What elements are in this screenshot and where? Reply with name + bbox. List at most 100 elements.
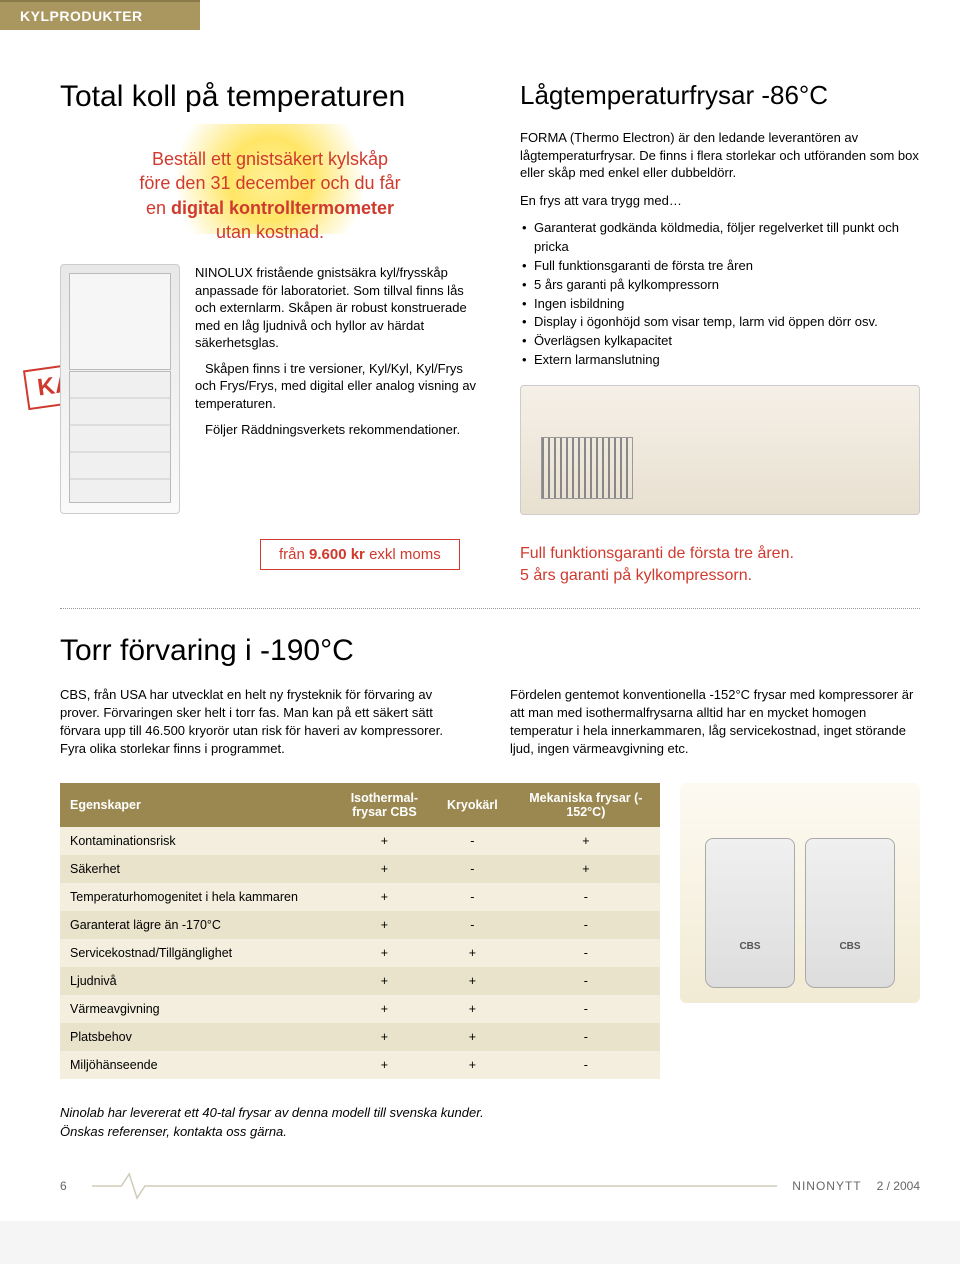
table-cell: + [433, 995, 512, 1023]
table-row: Miljöhänseende++- [60, 1051, 660, 1079]
table-cell: Värmeavgivning [60, 995, 336, 1023]
table-cell: - [512, 911, 660, 939]
table-cell: + [433, 939, 512, 967]
tanks-image [680, 783, 920, 1003]
table-header: Egenskaper [60, 783, 336, 827]
divider [60, 608, 920, 609]
price-box: från 9.600 kr exkl moms [260, 539, 460, 570]
table-cell: - [433, 883, 512, 911]
table-cell: - [512, 1023, 660, 1051]
section2-col-left: CBS, från USA har utvecklat en helt ny f… [60, 686, 470, 759]
right-lead: En frys att vara trygg med… [520, 192, 920, 210]
promo-text: Beställ ett gnistsäkert kylskåp före den… [60, 147, 480, 244]
table-row: Kontaminationsrisk+-+ [60, 827, 660, 855]
product-description: NINOLUX fristående gnistsäkra kyl/fryssk… [195, 264, 480, 514]
promo-line: före den 31 december och du får [60, 171, 480, 195]
guarantee-line: 5 års garanti på kylkompressorn. [520, 565, 920, 587]
table-cell: + [433, 1051, 512, 1079]
price-prefix: från [279, 546, 309, 563]
table-cell: Miljöhänseende [60, 1051, 336, 1079]
section2-columns: CBS, från USA har utvecklat en helt ny f… [60, 686, 920, 759]
table-cell: + [336, 1023, 433, 1051]
feature-bullets: Garanterat godkända köldmedia, följer re… [520, 219, 920, 370]
bullet-item: 5 års garanti på kylkompressorn [520, 276, 920, 295]
guarantee-line: Full funktionsgaranti de första tre åren… [520, 543, 920, 565]
promo-bold: digital kontrolltermometer [171, 198, 394, 218]
tank-image [805, 838, 895, 988]
table-cell: + [336, 1051, 433, 1079]
chest-freezer-image [520, 385, 920, 515]
table-cell: + [336, 939, 433, 967]
table-cell: Temperaturhomogenitet i hela kammaren [60, 883, 336, 911]
table-cell: - [512, 967, 660, 995]
table-cell: Servicekostnad/Tillgänglighet [60, 939, 336, 967]
left-title: Total koll på temperaturen [60, 80, 480, 114]
desc-para: Följer Räddningsverkets rekommendationer… [195, 421, 480, 439]
table-cell: Ljudnivå [60, 967, 336, 995]
right-intro: FORMA (Thermo Electron) är den ledande l… [520, 129, 920, 182]
bullet-item: Garanterat godkända köldmedia, följer re… [520, 219, 920, 257]
bullet-item: Extern larmanslutning [520, 351, 920, 370]
promo-line: en digital kontrolltermometer [60, 196, 480, 220]
promo-line: Beställ ett gnistsäkert kylskåp [60, 147, 480, 171]
table-header: Kryokärl [433, 783, 512, 827]
table-cell: Garanterat lägre än -170°C [60, 911, 336, 939]
comparison-table: EgenskaperIsothermal-frysar CBSKryokärlM… [60, 783, 660, 1079]
table-row: Säkerhet+-+ [60, 855, 660, 883]
right-title: Lågtemperaturfrysar -86°C [520, 80, 920, 111]
table-cell: - [433, 911, 512, 939]
issue-number: 2 / 2004 [877, 1179, 920, 1193]
table-cell: + [433, 1023, 512, 1051]
section2-title: Torr förvaring i -190°C [60, 634, 920, 668]
table-header: Isothermal-frysar CBS [336, 783, 433, 827]
table-row: Ljudnivå++- [60, 967, 660, 995]
section2-col-right: Fördelen gentemot konventionella -152°C … [510, 686, 920, 759]
desc-para: Skåpen finns i tre versioner, Kyl/Kyl, K… [195, 360, 480, 413]
page-footer: 6 NINONYTT 2 / 2004 [0, 1161, 960, 1221]
price-amount: 9.600 kr [309, 546, 365, 563]
table-row: Platsbehov++- [60, 1023, 660, 1051]
footnote-line: Önskas referenser, kontakta oss gärna. [60, 1123, 920, 1141]
table-cell: - [512, 1051, 660, 1079]
table-cell: - [512, 883, 660, 911]
pulse-line [92, 1171, 778, 1201]
table-header: Mekaniska frysar (-152°C) [512, 783, 660, 827]
table-cell: - [512, 939, 660, 967]
table-cell: - [433, 827, 512, 855]
table-cell: Platsbehov [60, 1023, 336, 1051]
table-cell: + [512, 827, 660, 855]
bullet-item: Ingen isbildning [520, 295, 920, 314]
left-column: Total koll på temperaturen Beställ ett g… [60, 80, 480, 588]
bullet-item: Full funktionsgaranti de första tre åren [520, 257, 920, 276]
bullet-item: Överlägsen kylkapacitet [520, 332, 920, 351]
table-cell: + [336, 883, 433, 911]
table-cell: - [512, 995, 660, 1023]
tank-image [705, 838, 795, 988]
table-cell: Säkerhet [60, 855, 336, 883]
desc-para: NINOLUX fristående gnistsäkra kyl/fryssk… [195, 264, 480, 352]
price-suffix: exkl moms [365, 546, 441, 563]
table-cell: + [433, 967, 512, 995]
table-cell: + [336, 911, 433, 939]
table-row: Temperaturhomogenitet i hela kammaren+-- [60, 883, 660, 911]
footnote-line: Ninolab har levererat ett 40-tal frysar … [60, 1104, 920, 1122]
magazine-name: NINONYTT [792, 1179, 861, 1193]
table-cell: + [336, 827, 433, 855]
table-row: Värmeavgivning++- [60, 995, 660, 1023]
table-row: Servicekostnad/Tillgänglighet++- [60, 939, 660, 967]
footnote: Ninolab har levererat ett 40-tal frysar … [60, 1104, 920, 1140]
promo-text-span: en [146, 198, 171, 218]
table-cell: + [336, 855, 433, 883]
promo-line: utan kostnad. [60, 220, 480, 244]
guarantee-text: Full funktionsgaranti de första tre åren… [520, 543, 920, 588]
page-number: 6 [60, 1179, 67, 1193]
category-header: KYLPRODUKTER [0, 0, 200, 30]
table-cell: + [336, 995, 433, 1023]
bullet-item: Display i ögonhöjd som visar temp, larm … [520, 313, 920, 332]
fridge-image [60, 264, 180, 514]
table-cell: - [433, 855, 512, 883]
table-cell: Kontaminationsrisk [60, 827, 336, 855]
table-row: Garanterat lägre än -170°C+-- [60, 911, 660, 939]
table-cell: + [512, 855, 660, 883]
table-cell: + [336, 967, 433, 995]
